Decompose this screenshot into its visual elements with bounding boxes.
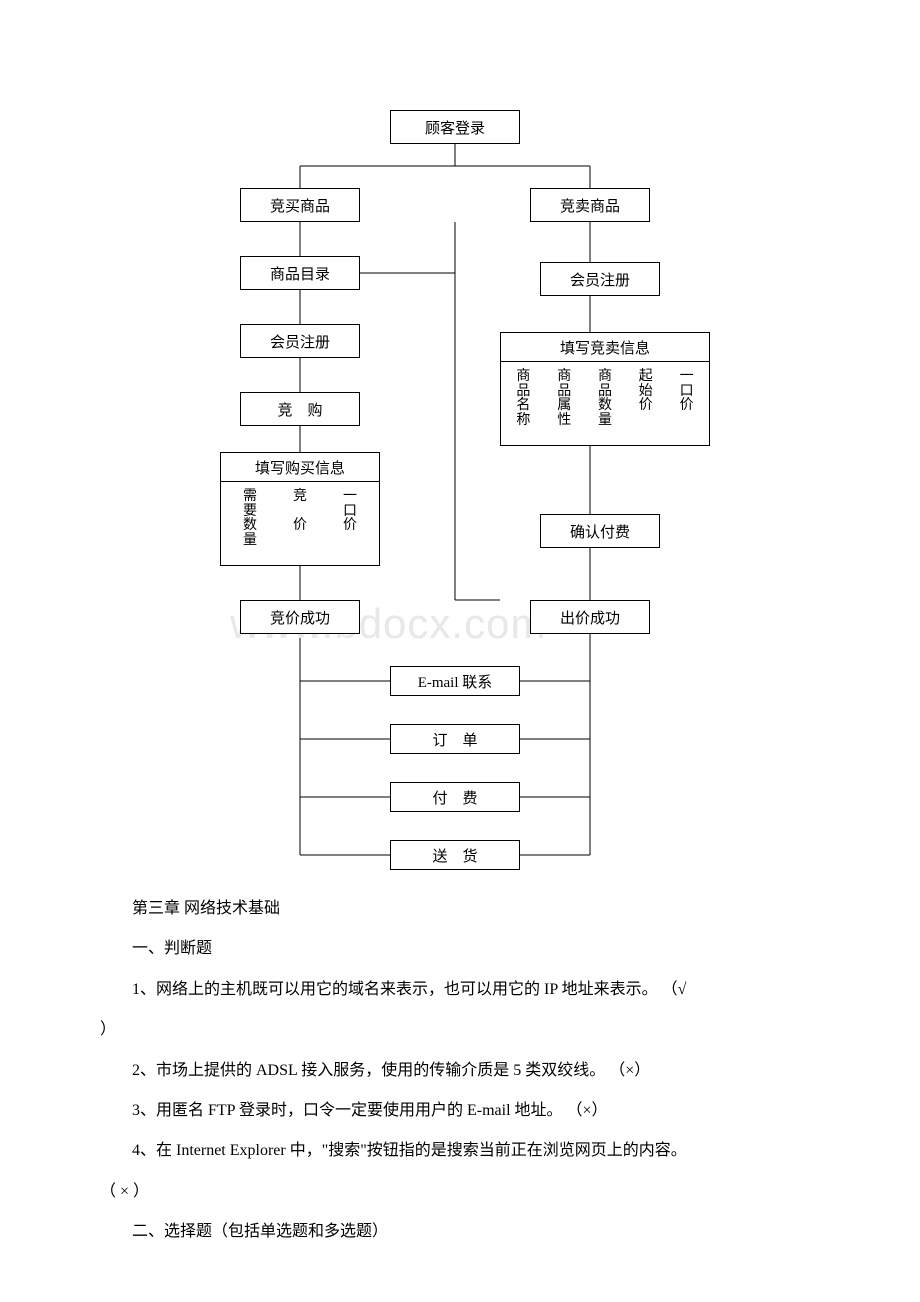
chapter-title: 第三章 网络技术基础 — [100, 898, 820, 920]
node-bid: 竞 购 — [240, 392, 360, 426]
node-login: 顾客登录 — [390, 110, 520, 144]
node-buy: 竞买商品 — [240, 188, 360, 222]
buy-info-col: 需要数量 — [239, 488, 261, 551]
node-sell: 竞卖商品 — [530, 188, 650, 222]
question-3: 3、用匿名 FTP 登录时，口令一定要使用用户的 E-mail 地址。 （×） — [100, 1100, 820, 1122]
sell-info-col: 一口价 — [676, 368, 698, 416]
node-regBuy: 会员注册 — [240, 324, 360, 358]
question-4-end: （ × ） — [100, 1181, 820, 1203]
section-judge: 一、判断题 — [100, 938, 820, 960]
question-1: 1、网络上的主机既可以用它的域名来表示，也可以用它的 IP 地址来表示。 （√ — [100, 979, 820, 1001]
section-choice: 二、选择题（包括单选题和多选题） — [100, 1221, 820, 1243]
node-catalog: 商品目录 — [240, 256, 360, 290]
question-2: 2、市场上提供的 ADSL 接入服务，使用的传输介质是 5 类双绞线。 （×） — [100, 1060, 820, 1082]
flowchart: www.bdocx.com 顾客登录竞买商品竞卖商品商品目录会员注册会员注册填写… — [200, 110, 720, 880]
node-confirmPay: 确认付费 — [540, 514, 660, 548]
buy-info-col: 一口价 — [339, 488, 361, 536]
sell-info-col: 商品数量 — [594, 368, 616, 431]
node-bidSuccess: 竞价成功 — [240, 600, 360, 634]
sell-info-col: 商品属性 — [553, 368, 575, 431]
node-email: E-mail 联系 — [390, 666, 520, 696]
sell-info-box: 商品名称商品属性商品数量起始价一口价 — [500, 362, 710, 446]
buy-info-col: 竞 价 — [289, 488, 311, 536]
node-order: 订 单 — [390, 724, 520, 754]
node-sellInfo: 填写竞卖信息 — [500, 332, 710, 362]
question-4: 4、在 Internet Explorer 中，"搜索"按钮指的是搜索当前正在浏… — [100, 1140, 820, 1162]
node-sellSuccess: 出价成功 — [530, 600, 650, 634]
sell-info-col: 起始价 — [635, 368, 657, 416]
document-page: www.bdocx.com 顾客登录竞买商品竞卖商品商品目录会员注册会员注册填写… — [0, 0, 920, 1302]
buy-info-box: 需要数量 竞 价 一口价 — [220, 482, 380, 566]
node-ship: 送 货 — [390, 840, 520, 870]
sell-info-col: 商品名称 — [512, 368, 534, 431]
body-text: 第三章 网络技术基础一、判断题 1、网络上的主机既可以用它的域名来表示，也可以用它… — [100, 898, 820, 1262]
question-1-end: ） — [100, 1019, 820, 1041]
node-pay: 付 费 — [390, 782, 520, 812]
node-buyInfoTitle: 填写购买信息 — [220, 452, 380, 482]
node-regSell: 会员注册 — [540, 262, 660, 296]
